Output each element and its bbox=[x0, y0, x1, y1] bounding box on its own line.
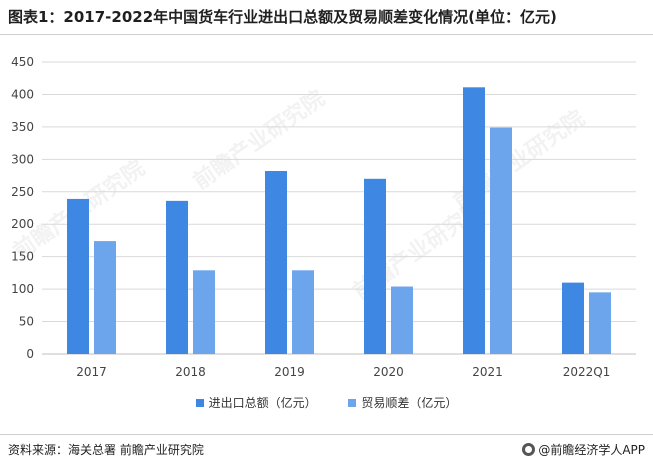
bar-series-2-2019 bbox=[292, 270, 314, 354]
x-tick-label: 2019 bbox=[274, 365, 305, 379]
legend-label-series-2: 贸易顺差（亿元） bbox=[361, 396, 458, 410]
legend-label-series-1: 进出口总额（亿元） bbox=[208, 396, 317, 410]
y-tick-label: 50 bbox=[19, 315, 34, 329]
y-tick-label: 200 bbox=[11, 217, 34, 231]
bar-series-2-2020 bbox=[391, 286, 413, 354]
legend-swatch-series-2 bbox=[348, 399, 357, 407]
bar-series-1-2017 bbox=[67, 198, 89, 354]
bar-series-2-2017 bbox=[94, 241, 116, 354]
y-tick-label: 300 bbox=[11, 152, 34, 166]
footer-divider bbox=[0, 434, 653, 435]
brand-label: @前瞻经济学人APP bbox=[538, 443, 645, 457]
bar-series-1-2022Q1 bbox=[562, 282, 584, 354]
legend-item-series-2: 贸易顺差（亿元） bbox=[348, 394, 457, 411]
y-tick-label: 400 bbox=[11, 87, 34, 101]
title-divider bbox=[0, 34, 653, 35]
y-tick-label: 250 bbox=[11, 185, 34, 199]
legend-swatch-series-1 bbox=[195, 399, 204, 407]
bar-series-1-2020 bbox=[364, 178, 386, 354]
y-tick-label: 150 bbox=[11, 250, 34, 264]
bars bbox=[67, 87, 611, 354]
x-tick-label: 2018 bbox=[175, 365, 206, 379]
y-axis-labels: 0 50 100 150 200 250 300 350 400 450 bbox=[11, 55, 34, 361]
watermark-text: 前瞻产业研究院 bbox=[189, 85, 330, 195]
bar-series-2-2021 bbox=[490, 127, 512, 354]
y-tick-label: 450 bbox=[11, 55, 34, 69]
gridlines bbox=[42, 61, 636, 355]
brand-logo-icon bbox=[522, 443, 536, 456]
x-tick-label: 2022Q1 bbox=[563, 365, 611, 379]
brand-credit: @前瞻经济学人APP bbox=[522, 441, 645, 458]
source-note: 资料来源：海关总署 前瞻产业研究院 bbox=[8, 443, 204, 457]
legend: 进出口总额（亿元） 贸易顺差（亿元） bbox=[0, 394, 653, 411]
bar-series-1-2018 bbox=[166, 200, 188, 354]
legend-item-series-1: 进出口总额（亿元） bbox=[195, 394, 317, 411]
bar-chart: 前瞻产业研究院前瞻产业研究院前瞻产业研究院前瞻产业研究院 05010015020… bbox=[9, 55, 636, 379]
x-tick-label: 2021 bbox=[472, 365, 503, 379]
x-tick-label: 2017 bbox=[76, 365, 107, 379]
bar-series-2-2018 bbox=[193, 270, 215, 354]
bar-series-1-2019 bbox=[265, 171, 287, 354]
x-tick-label: 2020 bbox=[373, 365, 404, 379]
chart-title: 图表1：2017-2022年中国货车行业进出口总额及贸易顺差变化情况(单位：亿元… bbox=[8, 8, 557, 26]
y-tick-label: 100 bbox=[11, 282, 34, 296]
y-tick-label: 350 bbox=[11, 120, 34, 134]
bar-series-1-2021 bbox=[463, 87, 485, 354]
y-tick-label: 0 bbox=[26, 347, 34, 361]
bar-series-2-2022Q1 bbox=[589, 292, 611, 354]
x-axis-labels: 2017 2018 2019 2020 2021 2022Q1 bbox=[76, 365, 610, 379]
